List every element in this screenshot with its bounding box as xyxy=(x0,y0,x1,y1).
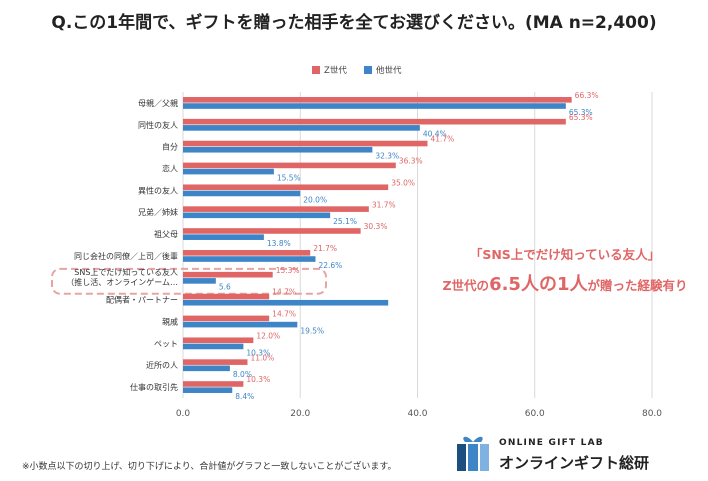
x-tick-label: 40.0 xyxy=(407,409,427,419)
category-label: 近所の人 xyxy=(146,360,178,370)
callout-highlight: 6.5人の1人 xyxy=(489,274,588,295)
category-label: ペット xyxy=(154,339,178,348)
data-label-other: 15.5% xyxy=(277,173,301,182)
bar-zgen xyxy=(183,140,428,147)
bar-zgen xyxy=(183,118,566,125)
bar-zgen xyxy=(183,293,270,300)
data-label-zgen: 14.7% xyxy=(272,310,296,319)
bar-other xyxy=(183,278,216,284)
category-label: 仕事の取引先 xyxy=(130,382,178,392)
x-tick-label: 20.0 xyxy=(290,409,310,419)
data-label-zgen: 65.3% xyxy=(569,113,593,122)
brand-logo: ONLINE GIFT LAB オンラインギフト総研 xyxy=(455,431,695,475)
category-label: 祖父母 xyxy=(154,229,178,239)
legend-label-1: 他世代 xyxy=(376,65,402,76)
bar-other xyxy=(183,212,331,219)
bar-other xyxy=(183,234,264,240)
bar-other xyxy=(183,168,274,175)
data-label-other: 22.6% xyxy=(318,261,342,270)
category-label-cont: （推し活、オンラインゲーム… xyxy=(66,277,178,287)
data-label-other: 5.6 xyxy=(219,283,231,292)
highlight-box xyxy=(51,267,327,295)
data-label-other: 32.3% xyxy=(375,152,399,161)
bar-zgen xyxy=(183,359,248,365)
bar-zgen xyxy=(183,337,254,344)
category-label: 親戚 xyxy=(162,317,178,327)
data-label-zgen: 41.7% xyxy=(430,135,454,144)
bar-chart: Z世代 他世代 0.0 20.0 40.0 60.0 80.0 母親／父親 66.3% 65.3%… xyxy=(51,65,662,419)
data-label-other: 65.3% xyxy=(569,108,593,117)
bar-zgen xyxy=(183,250,311,256)
logo-subtitle: ONLINE GIFT LAB xyxy=(499,438,604,448)
category-label: 異性の友人 xyxy=(138,185,178,195)
category-label: 配偶者・パートナー xyxy=(106,295,178,305)
data-label-zgen: 11.0% xyxy=(250,353,274,362)
legend-label-0: Z世代 xyxy=(324,65,347,76)
data-label-zgen: 35.0% xyxy=(391,178,415,187)
data-label-other: 25.1% xyxy=(333,217,357,226)
x-tick-label: 60.0 xyxy=(525,409,545,419)
callout-line1: 「SNS上でだけ知っている友人」 xyxy=(469,247,661,262)
data-label-other: 40.4% xyxy=(423,130,447,139)
data-label-other: 8.4% xyxy=(235,392,254,401)
data-label-zgen: 30.3% xyxy=(364,222,388,231)
data-label-other: 8.0% xyxy=(233,370,252,379)
data-label-other: 20.0% xyxy=(303,195,327,204)
bar-zgen xyxy=(183,97,572,103)
bar-other xyxy=(183,190,301,197)
callout-line2: Z世代の6.5人の1人が贈った経験有り xyxy=(430,270,700,296)
x-tick-label: 80.0 xyxy=(642,409,662,419)
bar-zgen xyxy=(183,315,270,322)
legend-swatch-0 xyxy=(312,66,320,74)
category-label: SNS上でだけ知っている友人 xyxy=(74,267,178,277)
bar-zgen xyxy=(183,381,244,387)
bar-zgen xyxy=(183,206,369,212)
category-label: 母親／父親 xyxy=(138,98,178,108)
bar-zgen xyxy=(183,228,361,234)
bar-zgen xyxy=(183,184,389,191)
callout-annotation: 「SNS上でだけ知っている友人」 Z世代の6.5人の1人が贈った経験有り xyxy=(430,244,700,296)
bar-other xyxy=(183,365,230,372)
data-label-zgen: 66.3% xyxy=(575,91,599,100)
x-tick-label: 0.0 xyxy=(176,409,191,419)
callout-prefix: Z世代の xyxy=(442,278,490,293)
bar-other xyxy=(183,125,420,131)
bar-other xyxy=(183,256,316,262)
data-label-zgen: 31.7% xyxy=(372,200,396,209)
bar-other xyxy=(183,146,373,153)
data-label-zgen: 10.3% xyxy=(246,375,270,384)
data-label-zgen: 14.7% xyxy=(272,288,296,297)
bar-zgen xyxy=(183,271,273,278)
data-label-zgen: 21.7% xyxy=(313,244,337,253)
bar-other xyxy=(183,299,389,306)
data-label-zgen: 12.0% xyxy=(256,331,280,340)
category-label: 自分 xyxy=(162,142,178,152)
page-title: Q.この1年間で、ギフトを贈った相手を全てお選びください。(MA n=2,400… xyxy=(51,13,657,33)
callout-suffix: が贈った経験有り xyxy=(587,278,688,293)
bar-other xyxy=(183,321,298,328)
gift-box-icon xyxy=(457,436,489,471)
bar-other xyxy=(183,103,566,109)
data-label-other: 13.8% xyxy=(267,239,291,248)
logo-name: オンラインギフト総研 xyxy=(499,454,650,472)
data-label-zgen: 15.3% xyxy=(276,266,300,275)
data-label-other: 10.3% xyxy=(246,348,270,357)
data-label-zgen: 36.3% xyxy=(399,157,423,166)
category-label: 恋人 xyxy=(162,164,178,174)
bar-other xyxy=(183,343,244,350)
category-label: 兄弟／姉妹 xyxy=(138,207,178,217)
data-label-other: 19.5% xyxy=(300,326,324,335)
category-label: 同じ会社の同僚／上司／後輩 xyxy=(74,251,178,261)
category-label: 同性の友人 xyxy=(138,120,178,130)
bar-zgen xyxy=(183,162,396,169)
footnote: ※小数点以下の切り上げ、切り下げにより、合計値がグラフと一致しないことがございま… xyxy=(22,462,397,472)
bar-other xyxy=(183,387,233,393)
legend-swatch-1 xyxy=(364,66,372,74)
